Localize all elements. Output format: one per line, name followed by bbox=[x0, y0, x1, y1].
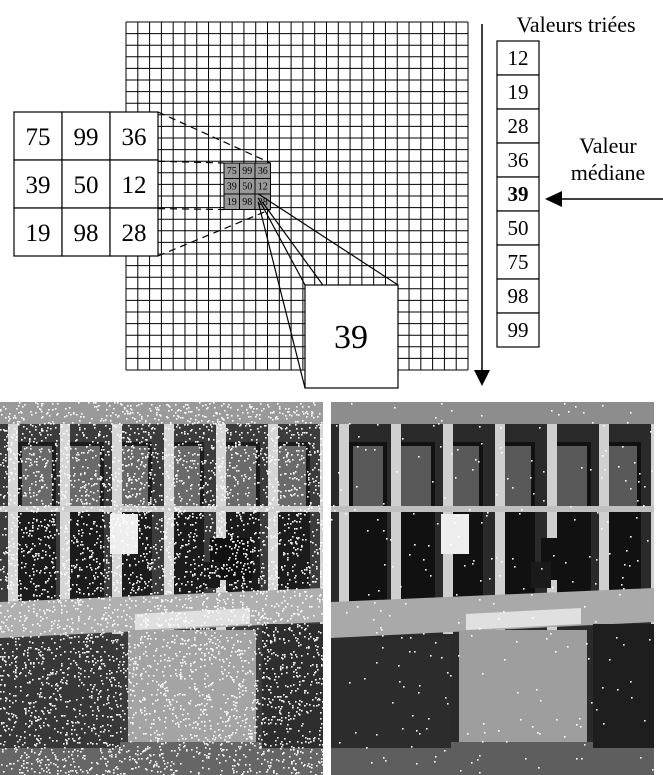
window-cell-value: 98 bbox=[74, 220, 99, 247]
median-label-line2: médiane bbox=[571, 160, 646, 185]
image-pixel-grid bbox=[125, 21, 469, 371]
median-filter-diagram: 75 99 36 39 50 12 19 98 28 75 99 36 39 50 12 19 98 28 39… bbox=[13, 12, 663, 389]
sorted-value: 50 bbox=[508, 216, 529, 240]
neighbourhood-cell-value: 99 bbox=[242, 166, 252, 177]
sort-arrow-head bbox=[474, 370, 490, 386]
sorted-values-column: 12 19 28 36 39 50 75 98 99 bbox=[496, 40, 540, 348]
sorted-value: 36 bbox=[508, 148, 529, 172]
neighbourhood-cell-value: 19 bbox=[227, 197, 237, 208]
neighbourhood-cell-value: 50 bbox=[242, 182, 252, 193]
neighbourhood-cell-value: 39 bbox=[227, 182, 237, 193]
window-cell-value: 50 bbox=[74, 172, 99, 199]
sorted-value: 12 bbox=[508, 46, 529, 70]
median-arrow-head bbox=[545, 191, 562, 207]
window-cell-value: 99 bbox=[74, 124, 99, 151]
neighbourhood-cell-value: 12 bbox=[258, 182, 268, 193]
sorted-value-cell bbox=[496, 74, 540, 110]
sorted-value-cell bbox=[496, 312, 540, 348]
enlarged-window: 75 99 36 39 50 12 19 98 28 bbox=[13, 111, 159, 257]
median-value: 39 bbox=[508, 182, 529, 206]
sorted-value: 99 bbox=[508, 318, 529, 342]
filtered-image bbox=[331, 402, 654, 775]
sorted-value-cell bbox=[496, 278, 540, 314]
sorted-value: 75 bbox=[508, 250, 529, 274]
output-value: 39 bbox=[334, 319, 368, 356]
sorted-values-title: Valeurs triées bbox=[516, 12, 635, 37]
neighbourhood-cell-value: 75 bbox=[227, 166, 237, 177]
sorted-value-cell bbox=[496, 176, 540, 212]
neighbourhood-cell-value: 36 bbox=[258, 166, 268, 177]
noisy-image bbox=[0, 402, 323, 775]
sorted-value-cell bbox=[496, 108, 540, 144]
window-cell-value: 36 bbox=[122, 124, 147, 151]
sorted-value: 28 bbox=[508, 114, 529, 138]
neighbourhood-cell-value: 98 bbox=[242, 197, 252, 208]
median-label-line1: Valeur bbox=[579, 133, 637, 158]
sorted-value-cell bbox=[496, 142, 540, 178]
sorted-value: 19 bbox=[508, 80, 529, 104]
window-cell-value: 28 bbox=[122, 220, 147, 247]
window-cell-value: 75 bbox=[26, 124, 51, 151]
output-pixel: 39 bbox=[304, 284, 399, 389]
sorted-value: 98 bbox=[508, 284, 529, 308]
window-cell-value: 12 bbox=[122, 172, 147, 199]
window-cell-value: 19 bbox=[26, 220, 51, 247]
window-cell-value: 39 bbox=[26, 172, 51, 199]
